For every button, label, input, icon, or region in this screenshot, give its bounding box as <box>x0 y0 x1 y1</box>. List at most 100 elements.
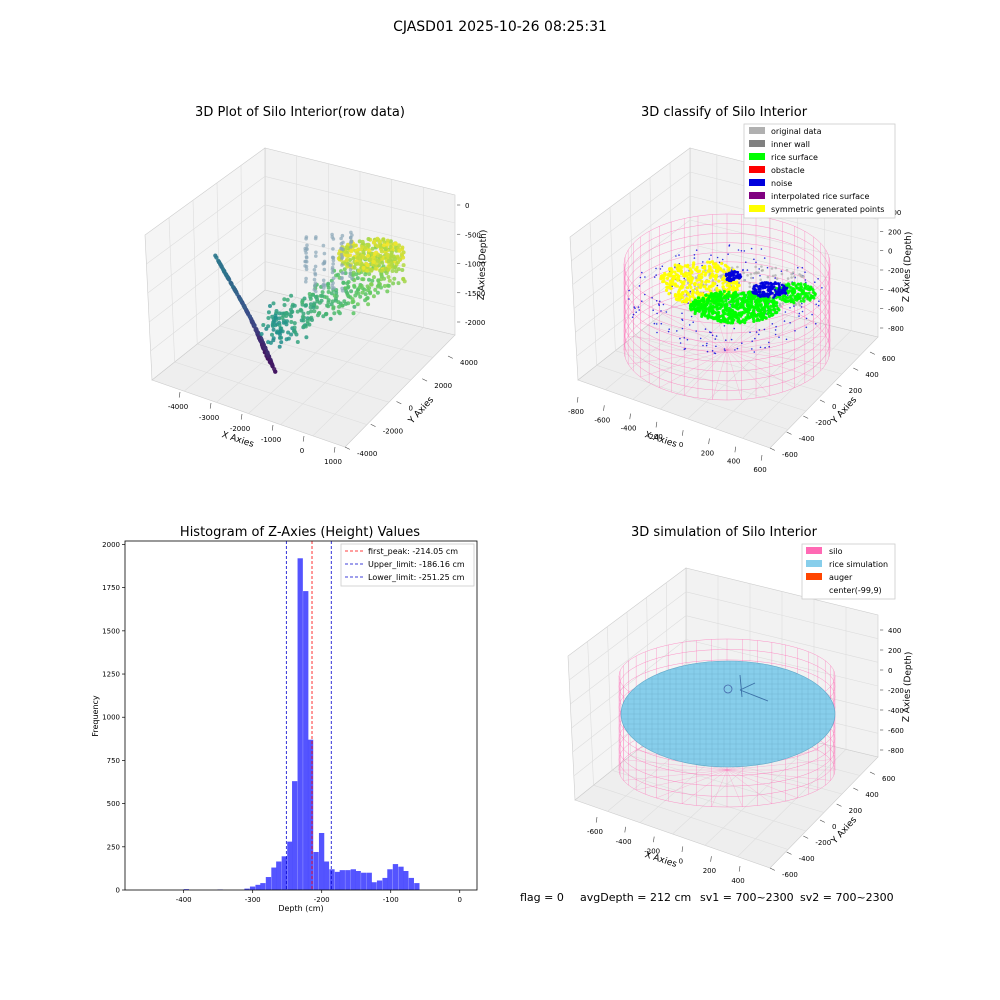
simulation-legend-label: silo <box>829 547 843 556</box>
classify-point <box>715 286 719 290</box>
raw-data-point <box>396 281 401 286</box>
classify-point <box>796 282 800 286</box>
classify-point <box>793 275 796 278</box>
histogram-bar <box>350 869 356 890</box>
histogram-bar <box>260 883 266 890</box>
classify-point <box>656 312 658 315</box>
classify-point <box>676 330 678 332</box>
raw-data-point <box>284 322 289 327</box>
classify-silo-spoke <box>640 349 728 378</box>
histogram-bar <box>255 884 261 890</box>
classify-legend-swatch <box>749 140 765 147</box>
classify-point <box>734 287 738 291</box>
raw-data-point <box>277 311 282 316</box>
raw-data-point <box>351 256 356 261</box>
classify-point <box>803 292 807 295</box>
raw-data-point <box>371 294 376 299</box>
raw-data-point <box>332 311 337 316</box>
classify-point <box>691 294 695 298</box>
raw-data-point <box>392 257 397 262</box>
classify-point <box>683 348 686 351</box>
classify-point <box>741 303 745 307</box>
classify-point <box>802 299 806 303</box>
classify-point <box>741 342 743 345</box>
raw-data-point <box>350 276 354 281</box>
classify-z-tick-label: 200 <box>888 228 901 236</box>
classify-point <box>791 282 795 286</box>
raw-y-tick-label: 4000 <box>460 359 478 367</box>
raw-data-point <box>322 267 327 272</box>
raw-data-point <box>361 265 366 270</box>
classify-3d-plot: 3D classify of Silo Interior -800-600-40… <box>568 105 914 474</box>
raw-data-point <box>284 311 289 315</box>
classify-point <box>800 306 803 308</box>
classify-point <box>781 302 785 305</box>
classify-point <box>766 281 770 285</box>
raw-data-point <box>382 243 386 248</box>
raw-data-point <box>341 240 345 245</box>
raw-data-point <box>352 283 357 288</box>
classify-point <box>681 312 683 315</box>
raw-data-point <box>355 261 360 266</box>
raw-data-point <box>372 239 377 244</box>
classify-point <box>695 278 699 282</box>
classify-point <box>768 341 770 344</box>
classify-point <box>628 289 630 292</box>
raw-data-point <box>282 303 287 307</box>
raw-data-point <box>336 300 341 305</box>
classify-point <box>772 299 776 303</box>
raw-data-points <box>213 230 407 374</box>
classify-point <box>687 302 689 304</box>
raw-y-tick-label: 2000 <box>434 382 452 390</box>
classify-point <box>697 283 701 287</box>
raw-data-point <box>346 301 351 306</box>
raw-data-point <box>368 291 373 296</box>
classify-legend-label: inner wall <box>771 140 810 149</box>
classify-point <box>713 282 717 286</box>
raw-data-point <box>386 259 391 264</box>
raw-data-point <box>372 275 376 280</box>
classify-point <box>735 306 739 310</box>
classify-point <box>733 311 737 315</box>
raw-data-point <box>340 289 345 293</box>
raw-data-point <box>326 304 331 309</box>
figure-suptitle: CJASD01 2025-10-26 08:25:31 <box>393 19 607 35</box>
histogram-bar <box>265 877 272 890</box>
raw-data-point <box>366 253 370 258</box>
classify-point <box>665 285 669 289</box>
classify-point <box>777 308 781 312</box>
raw-data-point <box>224 273 229 278</box>
raw-data-point <box>379 249 384 254</box>
raw-data-point <box>391 281 396 286</box>
classify-point <box>708 258 711 260</box>
classify-legend-box <box>743 123 896 219</box>
classify-point <box>798 295 802 299</box>
classify-point <box>673 283 677 287</box>
classify-point <box>682 282 686 286</box>
classify-point <box>637 306 640 308</box>
classify-point <box>744 298 749 303</box>
raw-data-point <box>367 277 371 282</box>
classify-point <box>716 316 721 320</box>
raw-data-point <box>385 238 390 243</box>
raw-data-point <box>238 297 243 303</box>
raw-data-point <box>373 287 378 292</box>
classify-point <box>720 261 724 266</box>
raw-data-point <box>313 281 318 286</box>
raw-data-point <box>360 277 365 282</box>
classify-point <box>783 320 786 322</box>
simulation-x-tick-label: 200 <box>703 867 716 875</box>
classify-point <box>655 300 658 302</box>
raw-data-point <box>386 275 391 279</box>
classify-point <box>721 281 725 285</box>
raw-z-ticks: 0 -500 -1000 -1500 -2000 <box>457 202 485 327</box>
classify-point <box>724 349 726 352</box>
classify-point <box>699 285 703 289</box>
classify-point <box>766 266 769 269</box>
classify-point <box>668 284 672 289</box>
histogram-legend-label: Upper_limit: -186.16 cm <box>368 560 465 569</box>
raw-data-point <box>308 305 313 310</box>
raw-data-point <box>339 247 343 251</box>
